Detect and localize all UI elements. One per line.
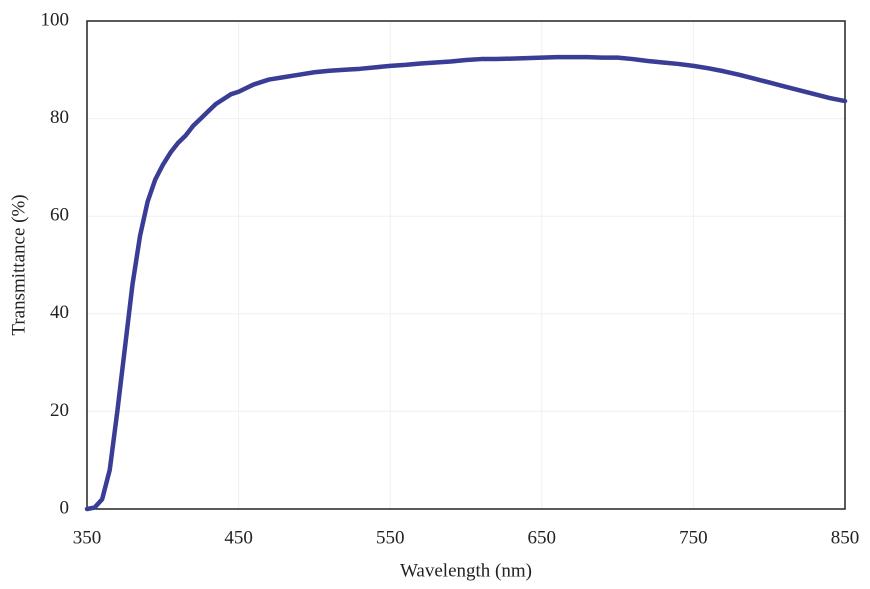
x-tick-label: 550 <box>376 527 405 548</box>
x-tick-label: 750 <box>679 527 708 548</box>
y-axis-label: Transmittance (%) <box>8 194 29 335</box>
x-tick-label: 350 <box>73 527 102 548</box>
x-axis-label: Wavelength (nm) <box>400 560 532 581</box>
y-tick-label: 60 <box>50 205 69 226</box>
x-tick-label: 850 <box>831 527 860 548</box>
x-tick-label: 450 <box>224 527 253 548</box>
data-line <box>84 54 848 512</box>
plot-frame <box>86 20 846 510</box>
y-tick-label: 100 <box>41 9 70 30</box>
y-tick-label: 80 <box>50 107 69 128</box>
y-tick-label: 40 <box>50 302 69 323</box>
x-tick-label: 650 <box>528 527 557 548</box>
y-tick-label: 0 <box>60 497 70 518</box>
y-tick-label: 20 <box>50 400 69 421</box>
